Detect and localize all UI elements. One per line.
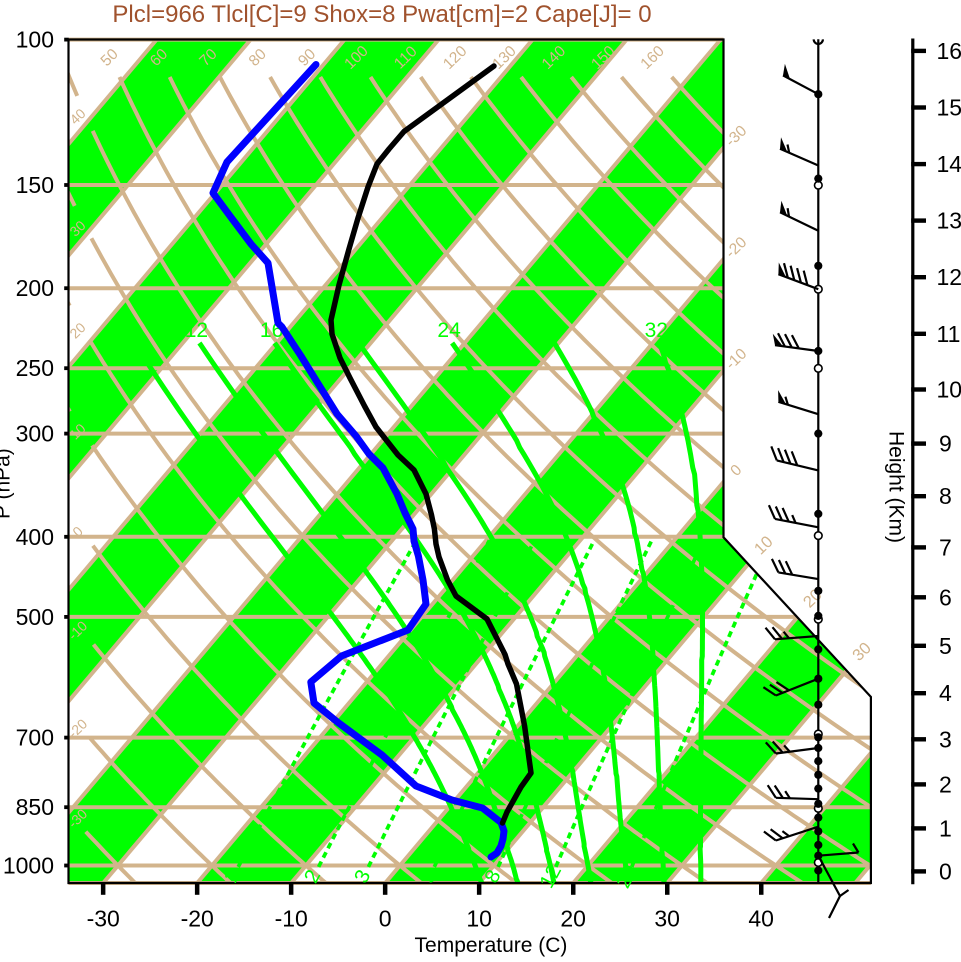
svg-text:100: 100 [16,27,54,53]
svg-text:-30: -30 [87,905,120,931]
svg-text:12: 12 [937,264,961,290]
svg-text:1000: 1000 [3,853,54,879]
svg-text:Height (Km): Height (Km) [885,431,908,543]
svg-text:200: 200 [16,275,54,301]
svg-text:8: 8 [939,483,952,509]
svg-text:4: 4 [939,680,952,706]
svg-text:Temperature (C): Temperature (C) [415,934,568,957]
svg-text:8: 8 [126,319,138,342]
svg-text:24: 24 [437,319,461,342]
svg-text:10: 10 [937,377,961,403]
svg-text:6: 6 [939,584,952,610]
svg-text:28: 28 [540,319,563,342]
svg-text:12: 12 [185,319,208,342]
svg-text:5: 5 [939,633,952,659]
svg-text:400: 400 [16,524,54,550]
svg-text:-20: -20 [181,905,214,931]
svg-text:32: 32 [645,319,668,342]
svg-text:850: 850 [16,794,54,820]
svg-text:9: 9 [939,431,952,457]
svg-text:10: 10 [466,905,492,931]
svg-text:-10: -10 [275,905,308,931]
svg-text:0: 0 [379,905,392,931]
svg-text:1: 1 [939,815,952,841]
svg-text:250: 250 [16,355,54,381]
svg-text:11: 11 [937,321,961,347]
svg-text:3: 3 [939,726,952,752]
svg-text:500: 500 [16,604,54,630]
svg-text:7: 7 [939,534,952,560]
svg-text:20: 20 [560,905,586,931]
svg-text:2: 2 [939,771,952,797]
svg-text:15: 15 [937,95,961,121]
svg-text:16: 16 [937,38,961,64]
svg-text:700: 700 [16,725,54,751]
svg-text:P (hPa): P (hPa) [0,448,15,519]
svg-text:40: 40 [748,905,774,931]
svg-text:13: 13 [937,208,961,234]
svg-text:30: 30 [654,905,680,931]
svg-text:20: 20 [344,319,367,342]
svg-text:14: 14 [937,151,961,177]
svg-text:0: 0 [939,858,952,884]
svg-text:300: 300 [16,421,54,447]
svg-text:150: 150 [16,172,54,198]
svg-text:Plcl=966 Tlcl[C]=9 Shox=8 Pwat: Plcl=966 Tlcl[C]=9 Shox=8 Pwat[cm]=2 Cap… [112,1,651,28]
